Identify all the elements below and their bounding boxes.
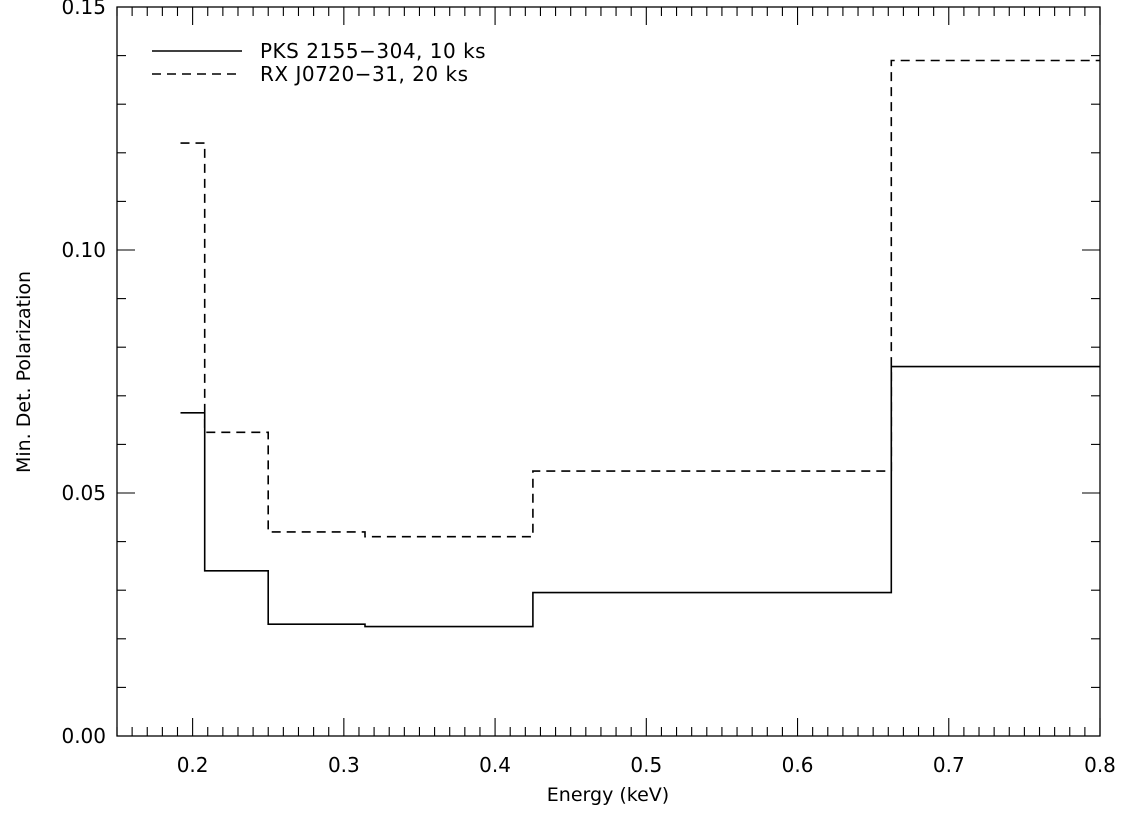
x-tick-label: 0.4 [479,753,511,777]
x-axis-title: Energy (keV) [547,784,669,806]
series-line-pks-2155-304 [180,365,1100,628]
legend-label-rx: RX J0720−31, 20 ks [260,62,468,86]
y-tick-label: 0.00 [61,724,106,748]
legend-label-pks: PKS 2155−304, 10 ks [260,39,486,63]
y-axis-title: Min. Det. Polarization [13,271,35,473]
x-tick-label: 0.6 [782,753,814,777]
x-tick-label: 0.8 [1084,753,1116,777]
y-tick-label: 0.05 [61,481,106,505]
axis-tick-labels: 0.2 0.3 0.4 0.5 0.6 0.7 0.8 0.00 0.05 0.10 0.15 [61,0,1115,777]
x-tick-label: 0.3 [328,753,360,777]
series-line-rx-j0720-31 [180,59,1100,538]
axis-ticks [116,6,1101,737]
legend: PKS 2155−304, 10 ks RX J0720−31, 20 ks [152,39,486,86]
x-tick-label: 0.5 [630,753,662,777]
plot-frame [116,6,1101,737]
y-tick-label: 0.10 [61,238,106,262]
x-tick-label: 0.7 [933,753,965,777]
x-tick-label: 0.2 [177,753,209,777]
series-layer [180,59,1100,628]
y-tick-label: 0.15 [61,0,106,19]
